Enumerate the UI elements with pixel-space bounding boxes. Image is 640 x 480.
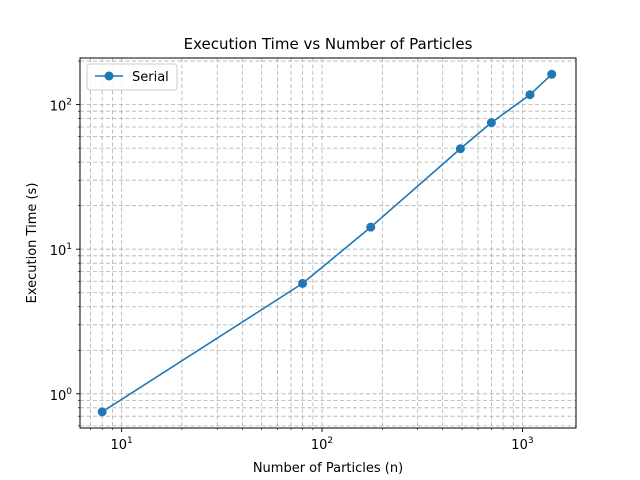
data-point xyxy=(525,90,535,100)
legend-label-serial: Serial xyxy=(132,70,169,85)
y-tick-label: 102 xyxy=(50,98,72,115)
data-point xyxy=(547,69,557,79)
data-point xyxy=(366,222,376,232)
chart-title: Execution Time vs Number of Particles xyxy=(184,35,473,53)
x-axis-label: Number of Particles (n) xyxy=(253,461,403,476)
legend-box xyxy=(86,63,178,91)
y-tick-label: 101 xyxy=(50,242,72,259)
x-tick-label: 102 xyxy=(311,436,333,453)
plot-frame xyxy=(79,57,577,429)
ticks: 101 102 103 100 101 102 xyxy=(50,60,534,453)
y-axis-label: Execution Time (s) xyxy=(25,183,40,304)
x-tick-label: 103 xyxy=(511,436,533,453)
series-layer xyxy=(97,69,557,417)
data-point xyxy=(486,118,496,128)
legend: Serial xyxy=(86,63,178,91)
y-tick-label: 100 xyxy=(50,387,73,404)
data-point xyxy=(97,407,107,417)
x-tick-label: 101 xyxy=(110,436,132,453)
data-point xyxy=(455,144,465,154)
data-point xyxy=(298,278,308,288)
legend-marker xyxy=(104,71,114,81)
